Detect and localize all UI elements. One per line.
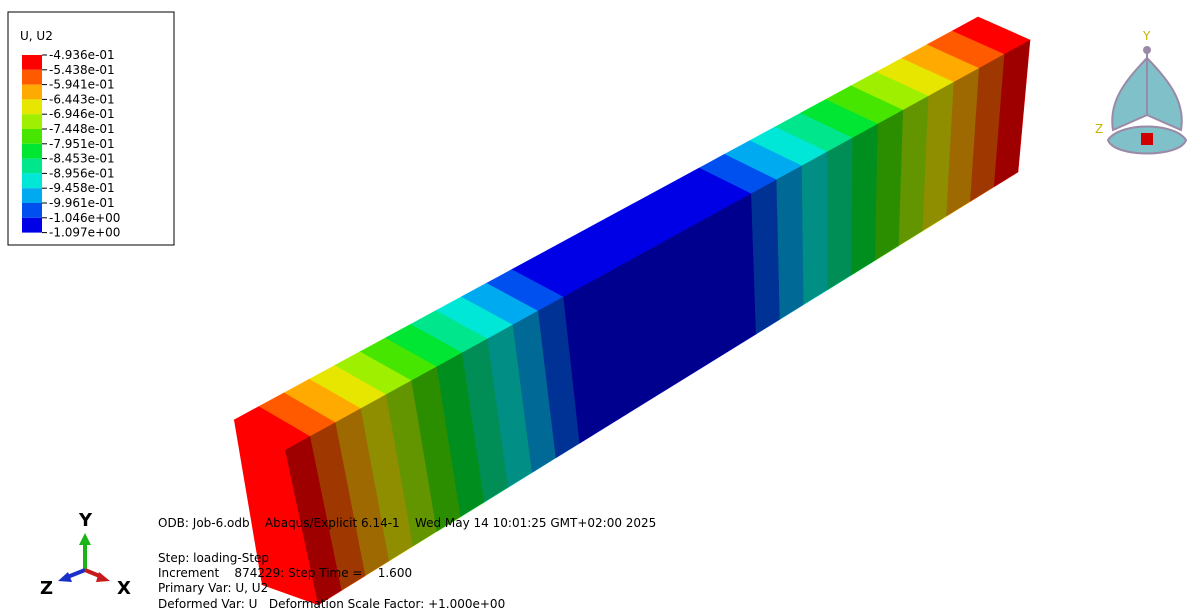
- legend-swatch: [22, 159, 42, 174]
- info-line: Primary Var: U, U2: [158, 581, 268, 595]
- triad-y: Y: [78, 510, 93, 531]
- legend-label: -9.961e-01: [49, 196, 115, 210]
- info-line: ODB: Job-6.odb Abaqus/Explicit 6.14-1 We…: [158, 516, 656, 530]
- legend-swatch: [22, 70, 42, 85]
- legend-swatch: [22, 218, 42, 233]
- cube-y: Y: [1142, 29, 1151, 43]
- legend-label: -4.936e-01: [49, 48, 115, 62]
- cube-z: Z: [1095, 122, 1103, 136]
- view-cube: Y Z: [1095, 29, 1186, 154]
- legend-label: -6.443e-01: [49, 92, 115, 106]
- legend-label: -7.951e-01: [49, 137, 115, 151]
- legend-swatch: [22, 203, 42, 218]
- legend-label: -5.941e-01: [49, 78, 115, 92]
- info-line: Deformed Var: U Deformation Scale Factor…: [158, 597, 505, 611]
- legend-label: -1.046e+00: [49, 211, 120, 225]
- axis-triad: Y Z X: [40, 510, 131, 599]
- legend-label: -8.956e-01: [49, 166, 115, 180]
- legend-swatch: [22, 99, 42, 114]
- legend-title: U, U2: [20, 29, 53, 43]
- legend-swatch: [22, 129, 42, 144]
- legend-swatch: [22, 114, 42, 129]
- triad-x: X: [117, 578, 131, 599]
- legend-label: -7.448e-01: [49, 122, 115, 136]
- legend: -4.936e-01-5.438e-01-5.941e-01-6.443e-01…: [22, 48, 120, 240]
- info-line: Increment 874229: Step Time = 1.600: [158, 566, 412, 580]
- legend-swatch: [22, 55, 42, 70]
- legend-label: -1.097e+00: [49, 226, 120, 240]
- legend-label: -9.458e-01: [49, 181, 115, 195]
- legend-swatch: [22, 144, 42, 159]
- triad-z: Z: [40, 578, 53, 599]
- legend-swatch: [22, 85, 42, 100]
- info-line: Step: loading-Step: [158, 551, 269, 565]
- viewport: U, U2 -4.936e-01-5.438e-01-5.941e-01-6.4…: [0, 0, 1188, 613]
- legend-label: -5.438e-01: [49, 63, 115, 77]
- legend-swatch: [22, 173, 42, 188]
- legend-label: -8.453e-01: [49, 152, 115, 166]
- legend-label: -6.946e-01: [49, 107, 115, 121]
- legend-swatch: [22, 188, 42, 203]
